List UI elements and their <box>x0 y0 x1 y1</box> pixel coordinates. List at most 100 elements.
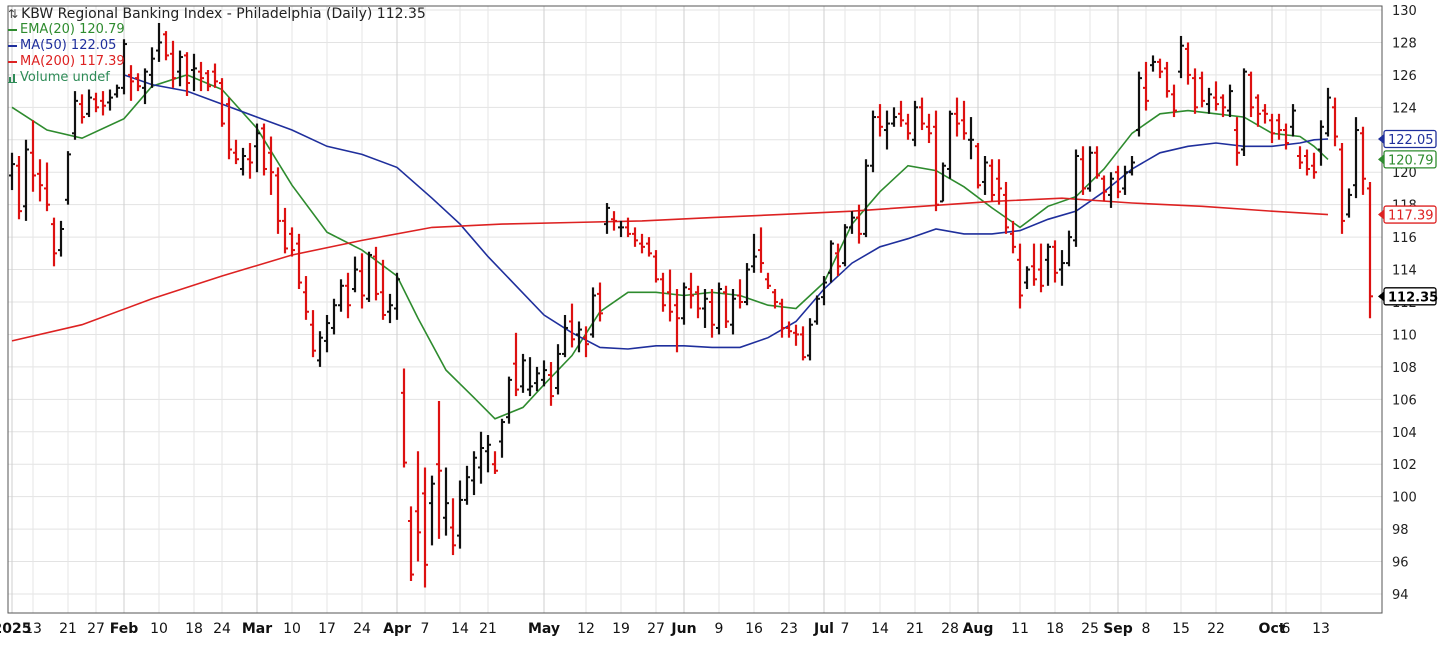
ohlc-bar <box>247 143 253 179</box>
ohlc-bar <box>240 147 246 176</box>
ohlc-bar <box>870 110 876 173</box>
x-tick-label: 23 <box>780 621 798 637</box>
legend-label: MA(50) 122.05 <box>20 38 117 53</box>
ohlc-bar <box>1178 35 1184 79</box>
ohlc-bar <box>128 65 134 101</box>
ohlc-bar <box>205 70 211 92</box>
ohlc-bar <box>912 100 918 147</box>
ohlc-bar <box>275 167 281 234</box>
ohlc-bar <box>408 506 414 582</box>
ohlc-bar <box>478 431 484 484</box>
ohlc-bar <box>492 451 498 474</box>
ohlc-bar <box>1283 123 1289 150</box>
ohlc-bar <box>233 139 239 165</box>
ohlc-bar <box>100 91 106 116</box>
legend: ⇅ KBW Regional Banking Index - Philadelp… <box>8 6 426 86</box>
ohlc-bar <box>1248 71 1254 118</box>
ohlc-bar <box>737 279 743 309</box>
x-tick-label: Apr <box>383 621 411 637</box>
ohlc-bar <box>1066 230 1072 267</box>
x-tick-label: 21 <box>479 621 497 637</box>
ohlc-bar <box>310 310 316 358</box>
axes: 9496981001021041061081101121141161181201… <box>0 4 1438 637</box>
legend-swatch <box>8 29 17 31</box>
ohlc-bar <box>786 321 792 338</box>
y-tick-label: 102 <box>1392 458 1417 473</box>
ohlc-bar <box>1003 181 1009 234</box>
ohlc-bar <box>1094 146 1100 179</box>
ohlc-bar <box>1255 94 1261 127</box>
ohlc-bar <box>681 282 687 325</box>
ohlc-bar <box>1171 84 1177 118</box>
ohlc-bar <box>828 240 834 283</box>
ohlc-bar <box>1129 156 1135 176</box>
ohlc-bar <box>618 220 624 238</box>
ohlc-bar <box>513 332 519 397</box>
ohlc-bar <box>156 22 162 62</box>
series-line <box>11 197 1329 342</box>
ohlc-bar <box>114 84 120 98</box>
ohlc-bar <box>142 68 148 105</box>
ohlc-bar <box>72 91 78 140</box>
chart-title: KBW Regional Banking Index - Philadelphi… <box>21 6 426 22</box>
ohlc-bar <box>842 224 848 267</box>
ohlc-bar <box>457 480 463 549</box>
ohlc-bar <box>709 289 715 338</box>
y-tick-label: 116 <box>1392 231 1417 246</box>
ohlc-bar <box>429 475 435 546</box>
ohlc-bar <box>170 40 176 88</box>
ohlc-bar <box>387 293 393 324</box>
ohlc-bar <box>905 113 911 140</box>
x-tick-label: 10 <box>283 621 301 637</box>
ohlc-bar <box>282 207 288 254</box>
ohlc-bar <box>1059 250 1065 286</box>
ohlc-bar <box>1360 126 1366 195</box>
x-tick-label: May <box>528 621 560 637</box>
ohlc-bar <box>989 159 995 202</box>
legend-swatch <box>8 45 17 47</box>
ohlc-bar <box>401 368 407 468</box>
ohlc-bar <box>520 353 526 393</box>
x-tick-label: 19 <box>612 621 630 637</box>
value-label: 120.79 <box>1388 153 1434 168</box>
ohlc-bar <box>296 233 302 290</box>
ohlc-bar <box>730 289 736 335</box>
ohlc-bar <box>933 110 939 212</box>
ohlc-bar <box>597 282 603 322</box>
legend-item-ema20: EMA(20) 120.79 <box>8 22 426 38</box>
y-tick-label: 96 <box>1392 556 1409 571</box>
x-tick-label: 21 <box>906 621 924 637</box>
ohlc-bar <box>996 159 1002 205</box>
ohlc-bar <box>877 104 883 137</box>
ohlc-bar <box>191 53 197 92</box>
x-tick-label: 14 <box>451 621 469 637</box>
ohlc-bar <box>23 139 29 221</box>
ohlc-bar <box>254 123 260 173</box>
ohlc-bar <box>919 97 925 131</box>
ohlc-bar <box>471 451 477 496</box>
ohlc-bar <box>268 136 274 195</box>
legend-item-volume: Volume undef <box>8 70 426 86</box>
x-tick-label: 2025 <box>0 621 31 637</box>
y-tick-label: 126 <box>1392 69 1417 84</box>
legend-item-ma50: MA(50) 122.05 <box>8 38 426 54</box>
ohlc-bar <box>93 92 99 113</box>
ohlc-bar <box>352 256 358 293</box>
ohlc-bar <box>1276 113 1282 140</box>
ohlc-bar <box>380 259 386 320</box>
ohlc-bar <box>863 159 869 238</box>
ohlc-bar <box>37 159 43 202</box>
ohlc-bar <box>317 331 323 367</box>
ohlc-bar <box>366 251 372 302</box>
x-tick-label: 16 <box>745 621 763 637</box>
ohlc-bar <box>758 227 764 273</box>
ohlc-bar <box>1367 181 1373 319</box>
x-tick-label: 8 <box>1142 621 1151 637</box>
ohlc-bar <box>744 263 750 306</box>
ohlc-bar <box>716 282 722 335</box>
ohlc-bar <box>660 272 666 312</box>
x-tick-label: 12 <box>577 621 595 637</box>
ohlc-bar <box>1199 71 1205 108</box>
x-tick-label: 13 <box>24 621 42 637</box>
ohlc-bar <box>800 326 806 361</box>
